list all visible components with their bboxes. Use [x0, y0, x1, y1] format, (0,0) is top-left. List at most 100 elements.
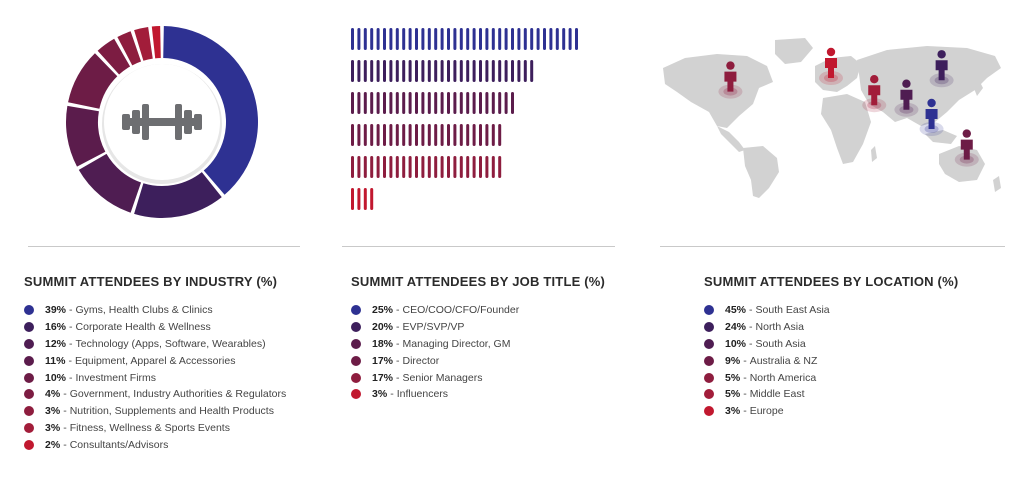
legend-label: Senior Managers	[402, 371, 483, 384]
legend-label: Australia & NZ	[749, 354, 818, 367]
legend-separator: -	[749, 304, 753, 317]
location-divider	[660, 246, 1005, 247]
person-marker-icon	[919, 98, 944, 136]
job-title-bar	[351, 188, 374, 210]
legend-separator: -	[396, 321, 400, 334]
legend-value: 11%	[45, 354, 66, 367]
legend-label: Nutrition, Supplements and Health Produc…	[69, 405, 274, 418]
legend-separator: -	[63, 388, 67, 401]
location-legend: 45% - South East Asia 24% - North Asia 10% - Sou…	[704, 302, 830, 420]
legend-label: North Asia	[755, 321, 804, 334]
world-map	[663, 38, 1001, 198]
legend-color-dot	[24, 439, 34, 450]
person-marker-icon	[929, 50, 954, 88]
legend-label: Equipment, Apparel & Accessories	[74, 354, 236, 367]
legend-value: 17%	[372, 354, 394, 367]
job-title-bar	[351, 28, 578, 50]
legend-separator: -	[63, 421, 67, 434]
legend-value: 18%	[372, 337, 394, 350]
legend-value: 3%	[372, 388, 388, 401]
legend-value: 9%	[725, 354, 741, 367]
donut-slice	[134, 172, 222, 218]
industry-legend: 39% - Gyms, Health Clubs & Clinics 16% - Corp…	[24, 302, 286, 453]
legend-color-dot	[24, 322, 34, 333]
legend-separator: -	[396, 337, 400, 350]
donut-slice	[163, 26, 258, 195]
donut-slice	[78, 153, 142, 213]
location-title: SUMMIT ATTENDEES BY LOCATION (%)	[704, 274, 959, 289]
donut-slice	[68, 53, 118, 109]
job-title-bar-chart	[351, 28, 578, 210]
legend-item: 10% - Investment Firms	[24, 369, 286, 386]
legend-item: 16% - Corporate Health & Wellness	[24, 319, 286, 336]
legend-item: 17% - Director	[351, 352, 519, 369]
legend-value: 45%	[725, 304, 747, 317]
legend-label: Middle East	[749, 388, 805, 401]
legend-item: 2% - Consultants/Advisors	[24, 436, 286, 453]
job-title-legend: 25% - CEO/COO/CFO/Founder 20% - EVP/SVP/VP 18%…	[351, 302, 519, 403]
legend-label: South Asia	[755, 337, 806, 350]
legend-color-dot	[351, 305, 361, 316]
legend-separator: -	[396, 304, 400, 317]
donut-slice	[65, 105, 106, 167]
legend-item: 39% - Gyms, Health Clubs & Clinics	[24, 302, 286, 319]
legend-color-dot	[24, 406, 34, 417]
legend-separator: -	[743, 405, 747, 418]
legend-value: 2%	[45, 438, 61, 451]
legend-item: 12% - Technology (Apps, Software, Wearable…	[24, 336, 286, 353]
legend-value: 3%	[45, 421, 61, 434]
legend-value: 17%	[372, 371, 394, 384]
legend-color-dot	[351, 322, 361, 333]
legend-separator: -	[743, 354, 747, 367]
person-marker-icon	[954, 129, 979, 167]
legend-separator: -	[396, 371, 400, 384]
legend-value: 5%	[725, 371, 741, 384]
person-marker-icon	[894, 79, 919, 117]
donut-slice	[151, 26, 161, 59]
legend-color-dot	[24, 338, 34, 349]
job-title-bar	[351, 156, 502, 178]
legend-separator: -	[743, 388, 747, 401]
legend-value: 10%	[45, 371, 67, 384]
legend-separator: -	[749, 321, 753, 334]
person-marker-icon	[862, 75, 887, 113]
legend-item: 3% - Fitness, Wellness & Sports Events	[24, 420, 286, 437]
legend-separator: -	[749, 337, 753, 350]
legend-separator: -	[69, 321, 73, 334]
donut-slice	[97, 38, 131, 75]
legend-item: 25% - CEO/COO/CFO/Founder	[351, 302, 519, 319]
person-marker-icon	[819, 47, 843, 85]
legend-separator: -	[396, 354, 400, 367]
legend-label: EVP/SVP/VP	[402, 321, 465, 334]
legend-color-dot	[351, 372, 361, 383]
job-title-bar	[351, 92, 514, 114]
person-marker-icon	[718, 61, 743, 99]
legend-color-dot	[704, 406, 714, 417]
legend-label: Consultants/Advisors	[69, 438, 169, 451]
legend-item: 18% - Managing Director, GM	[351, 336, 519, 353]
legend-value: 3%	[45, 405, 61, 418]
legend-item: 45% - South East Asia	[704, 302, 830, 319]
legend-item: 4% - Government, Industry Authorities & Re…	[24, 386, 286, 403]
job-title-bar	[351, 60, 534, 82]
world-landmass	[663, 38, 1001, 198]
legend-label: Government, Industry Authorities & Regul…	[69, 388, 287, 401]
legend-item: 20% - EVP/SVP/VP	[351, 319, 519, 336]
legend-color-dot	[704, 389, 714, 400]
legend-label: South East Asia	[755, 304, 830, 317]
legend-item: 10% - South Asia	[704, 336, 830, 353]
legend-label: Investment Firms	[75, 371, 157, 384]
legend-label: Europe	[749, 405, 784, 418]
legend-color-dot	[704, 322, 714, 333]
legend-color-dot	[24, 355, 34, 366]
legend-color-dot	[704, 372, 714, 383]
legend-value: 24%	[725, 321, 747, 334]
legend-item: 24% - North Asia	[704, 319, 830, 336]
legend-separator: -	[390, 388, 394, 401]
legend-item: 3% - Influencers	[351, 386, 519, 403]
donut-slice	[134, 27, 153, 61]
legend-item: 5% - North America	[704, 369, 830, 386]
legend-color-dot	[351, 338, 361, 349]
legend-color-dot	[704, 355, 714, 366]
industry-title: SUMMIT ATTENDEES BY INDUSTRY (%)	[24, 274, 278, 289]
